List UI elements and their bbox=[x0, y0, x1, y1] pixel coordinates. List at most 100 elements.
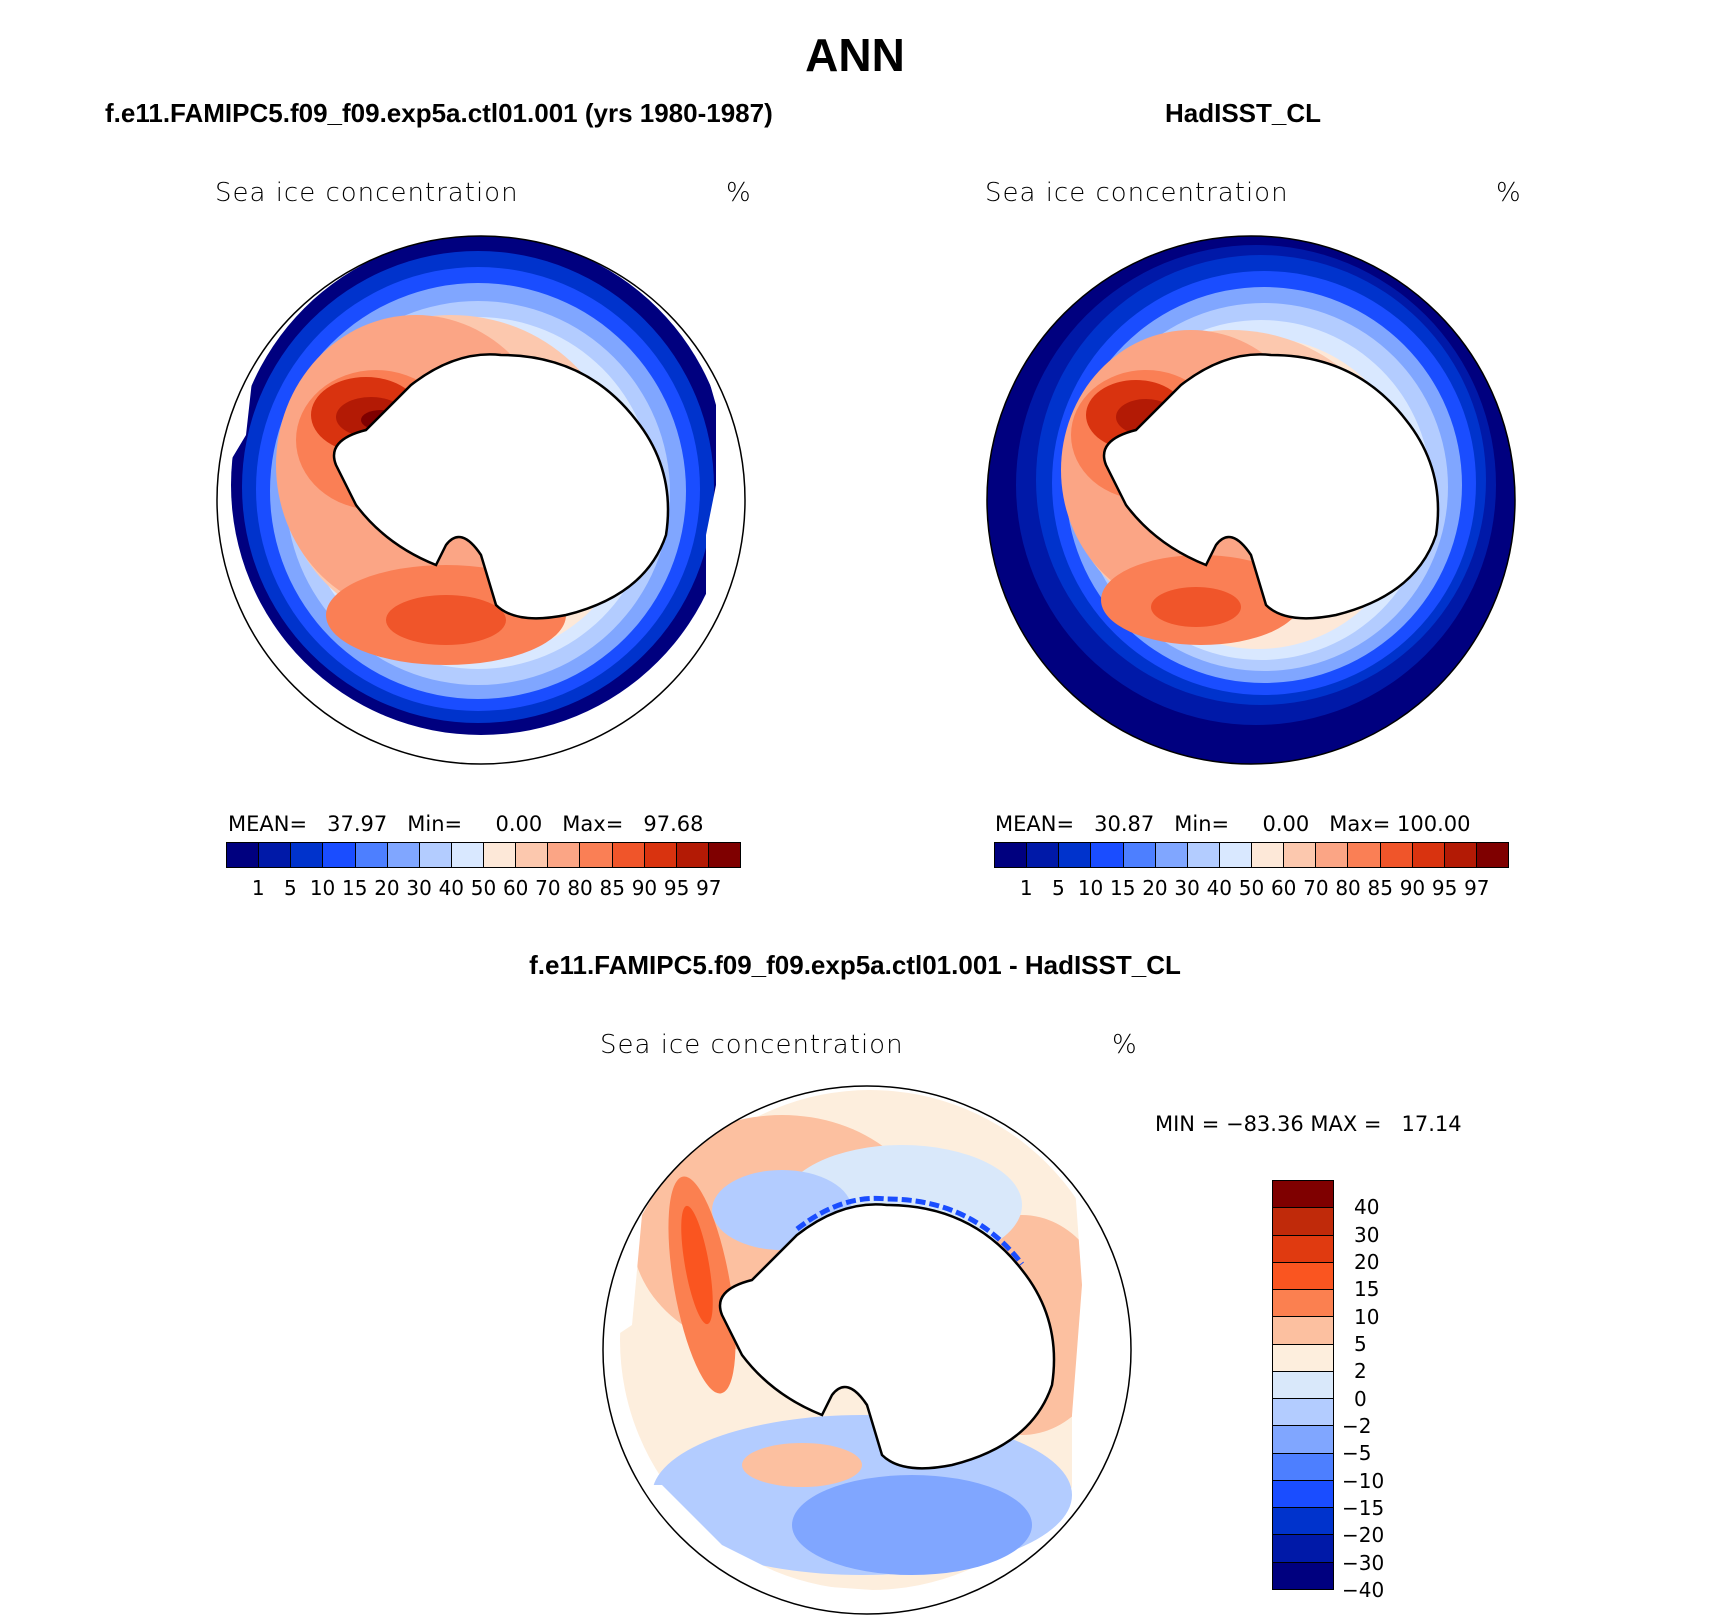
panel2-colorbar-swatch bbox=[1123, 843, 1156, 867]
panel2-colorbar-swatch bbox=[1027, 843, 1060, 867]
panel2-mean-label: MEAN= bbox=[995, 812, 1075, 836]
panel1-colorbar-tick-label: 90 bbox=[631, 876, 658, 900]
panel2-min-label: Min= bbox=[1174, 812, 1230, 836]
panel1-min-value: 0.00 bbox=[495, 812, 543, 836]
panel2-colorbar-swatch bbox=[1155, 843, 1188, 867]
panel1-colorbar-tick-label: 60 bbox=[502, 876, 529, 900]
panel3-colorbar-swatch bbox=[1273, 1262, 1333, 1291]
panel3-units: % bbox=[1112, 1030, 1138, 1060]
panel2-colorbar-swatch bbox=[1444, 843, 1477, 867]
panel2-colorbar-tick-label: 90 bbox=[1399, 876, 1426, 900]
panel1-max-value: 97.68 bbox=[643, 812, 704, 836]
panel3-colorbar-tick-label: 30 bbox=[1354, 1222, 1380, 1247]
panel1-colorbar-swatch bbox=[259, 843, 292, 867]
panel2-colorbar-tick-label: 60 bbox=[1270, 876, 1297, 900]
panel2-colorbar-tick-label: 70 bbox=[1303, 876, 1329, 900]
panel1-colorbar-tick-label: 15 bbox=[342, 876, 368, 900]
panel1-colorbar-swatch bbox=[516, 843, 549, 867]
panel1-colorbar-tick-label: 80 bbox=[567, 876, 593, 900]
panel2-colorbar-swatch bbox=[1348, 843, 1381, 867]
panel2-colorbar-tick-label: 30 bbox=[1174, 876, 1200, 900]
panel3-colorbar-swatch bbox=[1273, 1562, 1333, 1589]
panel2-max-label: Max= bbox=[1329, 812, 1391, 836]
panel2-colorbar-swatch bbox=[1252, 843, 1285, 867]
panel2-colorbar-swatch bbox=[1412, 843, 1445, 867]
panel1-colorbar-swatch bbox=[484, 843, 517, 867]
figure-title: ANN bbox=[805, 29, 905, 81]
panel2-stats: MEAN= 30.87 Min= 0.00 Max= 100.00 bbox=[995, 812, 1470, 836]
panel2-colorbar bbox=[994, 842, 1509, 868]
panel3-colorbar-tick-label: 10 bbox=[1354, 1304, 1380, 1329]
panel1-colorbar-swatch bbox=[387, 843, 420, 867]
panel2-field-label: Sea ice concentration bbox=[985, 178, 1289, 208]
panel1-colorbar-swatch bbox=[676, 843, 709, 867]
panel2-colorbar-tick-label: 85 bbox=[1367, 876, 1393, 900]
panel3-colorbar-tick-label: 15 bbox=[1354, 1277, 1380, 1302]
panel3-antarctica bbox=[718, 1203, 1056, 1470]
panel1-colorbar-swatch bbox=[355, 843, 388, 867]
panel3-colorbar-tick-label: 0 bbox=[1354, 1386, 1367, 1411]
panel1-colorbar-tick-label: 40 bbox=[438, 876, 465, 900]
panel1-colorbar-swatch bbox=[580, 843, 613, 867]
panel3-title: f.e11.FAMIPC5.f09_f09.exp5a.ctl01.001 - … bbox=[529, 950, 1181, 980]
panel3-colorbar-tick-label: −15 bbox=[1342, 1496, 1385, 1520]
panel3-colorbar-swatch bbox=[1273, 1235, 1333, 1263]
panel1-colorbar-tick-label: 5 bbox=[284, 876, 297, 900]
panel2-colorbar-swatch bbox=[1284, 843, 1317, 867]
panel3-colorbar bbox=[1272, 1180, 1334, 1590]
panel2-colorbar-swatch bbox=[1059, 843, 1092, 867]
panel3-colorbar-tick-label: 5 bbox=[1354, 1332, 1367, 1356]
panel2-colorbar-swatch bbox=[1187, 843, 1220, 867]
panel1-colorbar-tick-label: 1 bbox=[251, 876, 265, 900]
panel2-title: HadISST_CL bbox=[1165, 98, 1322, 128]
panel1-colorbar-tick-label: 10 bbox=[309, 876, 336, 900]
panel1-map bbox=[216, 235, 746, 765]
panel2-colorbar-tick-label: 50 bbox=[1238, 876, 1265, 900]
panel3-colorbar-tick-label: −30 bbox=[1342, 1550, 1385, 1575]
panel2-colorbar-labels: 1 5 10 15 20 30 40 50 60 70 80 85 90 95 97 bbox=[994, 876, 1509, 900]
panel1-colorbar-swatch bbox=[323, 843, 356, 867]
panel2-colorbar-tick-label: 97 bbox=[1464, 876, 1490, 900]
panel1-colorbar bbox=[226, 842, 741, 868]
panel2-colorbar-swatch bbox=[1316, 843, 1349, 867]
panel1-colorbar-swatch bbox=[419, 843, 452, 867]
panel3-colorbar-swatch bbox=[1273, 1399, 1333, 1427]
panel3-coastal-anomaly bbox=[795, 1195, 1024, 1266]
panel3-colorbar-swatch bbox=[1273, 1508, 1333, 1536]
panel1-colorbar-swatch bbox=[291, 843, 324, 867]
panel3-colorbar-swatch bbox=[1273, 1535, 1333, 1563]
panel3-colorbar-tick-label: 40 bbox=[1354, 1195, 1380, 1220]
panel2-colorbar-swatch bbox=[1091, 843, 1124, 867]
panel1-colorbar-swatch bbox=[708, 843, 740, 867]
panel3-colorbar-swatch bbox=[1273, 1181, 1333, 1209]
panel3-colorbar-swatch bbox=[1273, 1371, 1333, 1400]
panel1-colorbar-labels: 1 5 10 15 20 30 40 50 60 70 80 85 90 95 97 bbox=[226, 876, 741, 900]
panel1-colorbar-swatch bbox=[612, 843, 645, 867]
panel2-colorbar-swatch bbox=[1476, 843, 1508, 867]
panel2-colorbar-tick-label: 5 bbox=[1052, 876, 1065, 900]
panel3-colorbar-tick-label: −40 bbox=[1342, 1578, 1385, 1602]
panel1-colorbar-tick-label: 95 bbox=[663, 876, 690, 900]
panel1-max-label: Max= bbox=[562, 812, 624, 836]
panel1-colorbar-swatch bbox=[644, 843, 677, 867]
panel3-colorbar-tick-label: −5 bbox=[1342, 1441, 1372, 1466]
panel2-max-value: 100.00 bbox=[1397, 812, 1471, 836]
panel1-colorbar-swatch bbox=[548, 843, 581, 867]
panel2-colorbar-tick-label: 15 bbox=[1110, 876, 1136, 900]
panel2-colorbar-tick-label: 40 bbox=[1206, 876, 1233, 900]
panel1-colorbar-tick-label: 30 bbox=[406, 876, 432, 900]
panel1-colorbar-tick-label: 70 bbox=[535, 876, 561, 900]
panel1-colorbar-tick-label: 97 bbox=[696, 876, 722, 900]
panel1-antarctica bbox=[332, 353, 670, 620]
panel1-map-border bbox=[216, 235, 746, 765]
panel3-colorbar-swatch bbox=[1273, 1344, 1333, 1372]
panel1-colorbar-swatch bbox=[227, 843, 260, 867]
panel2-antarctica bbox=[1102, 353, 1440, 620]
panel1-mean-value: 37.97 bbox=[327, 812, 388, 836]
panel3-field-label: Sea ice concentration bbox=[600, 1030, 904, 1060]
panel2-map-border bbox=[986, 235, 1516, 765]
panel3-colorbar-tick-label: 20 bbox=[1354, 1250, 1380, 1274]
panel2-colorbar-tick-label: 20 bbox=[1142, 876, 1168, 900]
panel2-units: % bbox=[1496, 178, 1522, 208]
panel3-minmax: MIN = −83.36 MAX = 17.14 bbox=[1155, 1112, 1462, 1136]
